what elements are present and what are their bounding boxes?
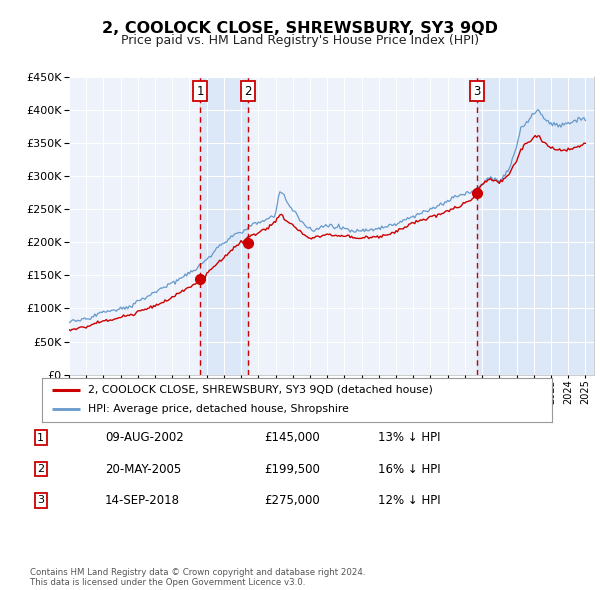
Text: £145,000: £145,000 (264, 431, 320, 444)
Text: 16% ↓ HPI: 16% ↓ HPI (378, 463, 440, 476)
Text: 3: 3 (473, 85, 481, 98)
Text: 20-MAY-2005: 20-MAY-2005 (105, 463, 181, 476)
Text: Contains HM Land Registry data © Crown copyright and database right 2024.
This d: Contains HM Land Registry data © Crown c… (30, 568, 365, 587)
Text: 2: 2 (37, 464, 44, 474)
Bar (477, 77, 594, 375)
Text: £275,000: £275,000 (264, 494, 320, 507)
Text: 12% ↓ HPI: 12% ↓ HPI (378, 494, 440, 507)
Text: 2, COOLOCK CLOSE, SHREWSBURY, SY3 9QD (detached house): 2, COOLOCK CLOSE, SHREWSBURY, SY3 9QD (d… (88, 385, 433, 395)
Bar (200, 77, 248, 375)
Text: 2: 2 (244, 85, 251, 98)
Text: 13% ↓ HPI: 13% ↓ HPI (378, 431, 440, 444)
Text: 09-AUG-2002: 09-AUG-2002 (105, 431, 184, 444)
Text: 2, COOLOCK CLOSE, SHREWSBURY, SY3 9QD: 2, COOLOCK CLOSE, SHREWSBURY, SY3 9QD (102, 21, 498, 35)
Text: Price paid vs. HM Land Registry's House Price Index (HPI): Price paid vs. HM Land Registry's House … (121, 34, 479, 47)
Text: 14-SEP-2018: 14-SEP-2018 (105, 494, 180, 507)
Text: £199,500: £199,500 (264, 463, 320, 476)
Text: 3: 3 (37, 496, 44, 505)
Text: 1: 1 (37, 433, 44, 442)
Text: HPI: Average price, detached house, Shropshire: HPI: Average price, detached house, Shro… (88, 405, 349, 414)
Text: 1: 1 (196, 85, 204, 98)
